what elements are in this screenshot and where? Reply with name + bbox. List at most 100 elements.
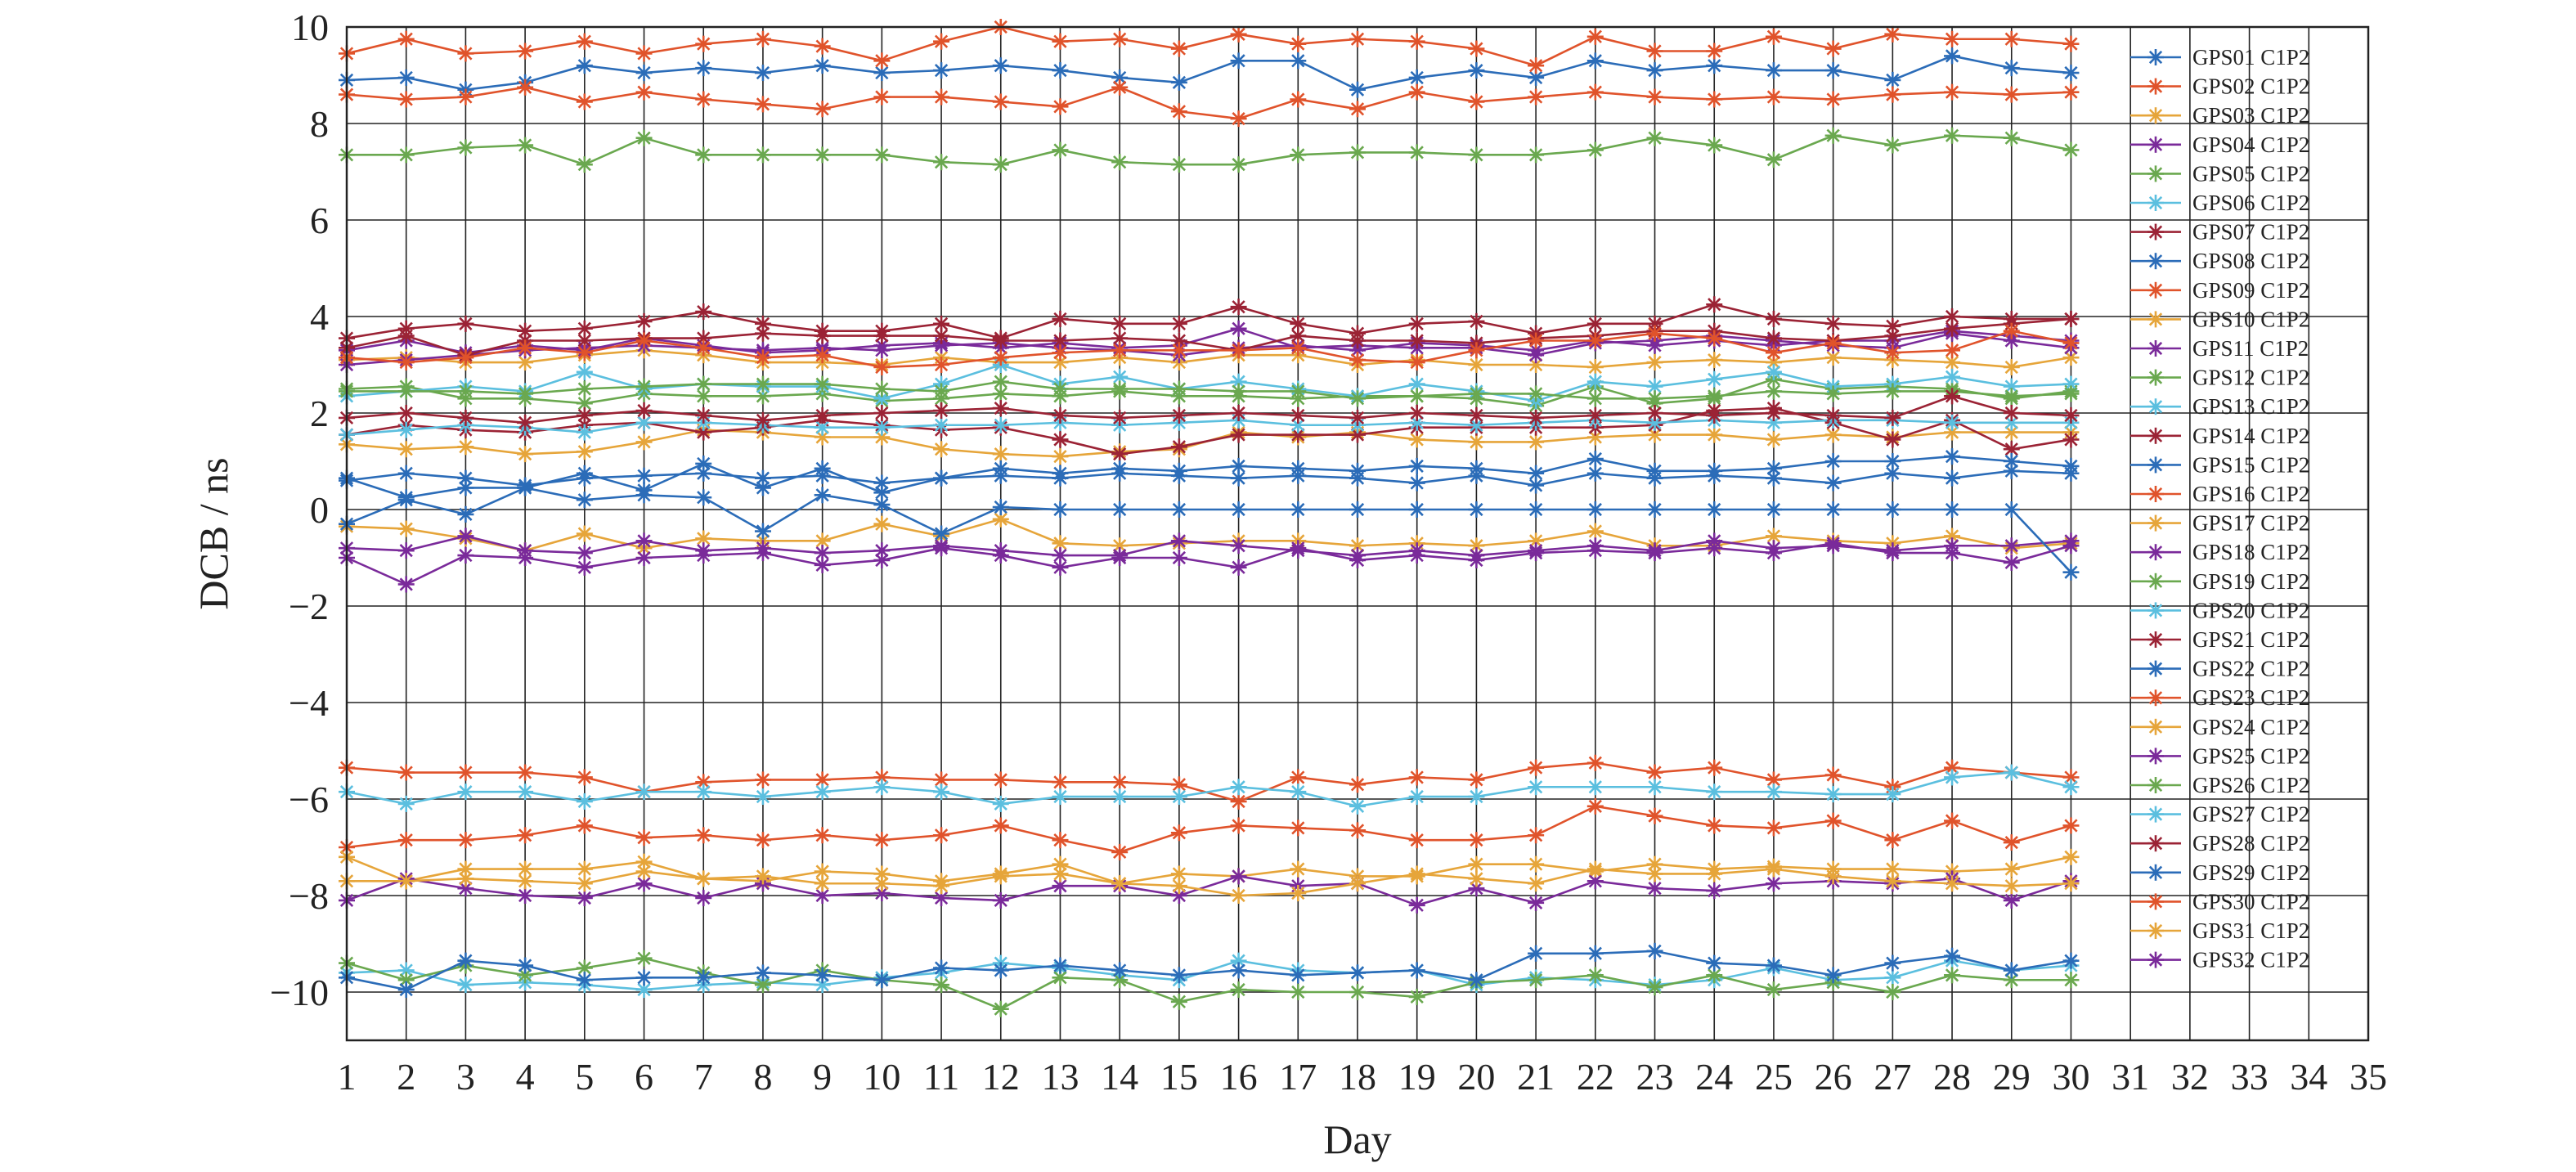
x-tick-label: 19 bbox=[1398, 1056, 1436, 1098]
data-point bbox=[1646, 62, 1663, 79]
data-point bbox=[1052, 448, 1069, 465]
data-point bbox=[635, 487, 653, 504]
legend-label: GPS13 C1P2 bbox=[2192, 394, 2309, 419]
data-point bbox=[1349, 501, 1366, 518]
data-point bbox=[1528, 972, 1545, 989]
data-point bbox=[1468, 93, 1485, 110]
data-point bbox=[2003, 891, 2020, 909]
data-point bbox=[1290, 501, 1307, 518]
data-point bbox=[1646, 354, 1663, 371]
data-point bbox=[992, 373, 1009, 390]
data-point bbox=[1111, 315, 1129, 332]
legend-item: GPS18 C1P2 bbox=[2130, 540, 2309, 564]
x-tick-label: 34 bbox=[2290, 1056, 2327, 1098]
data-point bbox=[2062, 952, 2080, 969]
series-line bbox=[346, 487, 2072, 573]
data-point bbox=[2003, 30, 2020, 47]
data-point bbox=[2003, 60, 2020, 77]
data-point bbox=[933, 977, 950, 994]
data-point bbox=[397, 873, 415, 890]
data-point bbox=[992, 868, 1009, 885]
data-point bbox=[1586, 797, 1604, 815]
legend-marker bbox=[2147, 427, 2164, 444]
legend-marker bbox=[2147, 340, 2164, 357]
data-point bbox=[873, 832, 891, 849]
data-point bbox=[1170, 887, 1187, 904]
data-point bbox=[2062, 35, 2080, 52]
data-point bbox=[1944, 47, 1961, 65]
data-point bbox=[814, 771, 831, 788]
data-point bbox=[1706, 330, 1723, 347]
data-point bbox=[576, 860, 593, 878]
legend-label: GPS03 C1P2 bbox=[2192, 103, 2309, 128]
data-point bbox=[635, 378, 653, 395]
data-point bbox=[1170, 878, 1187, 895]
data-point bbox=[1290, 885, 1307, 902]
x-axis-label: Day bbox=[1323, 1116, 1391, 1162]
series-gps10 bbox=[339, 421, 2080, 465]
data-point bbox=[1349, 797, 1366, 815]
data-point bbox=[457, 528, 474, 545]
data-point bbox=[517, 43, 534, 60]
data-point bbox=[695, 455, 712, 472]
data-point bbox=[1706, 759, 1723, 776]
data-point bbox=[814, 347, 831, 364]
data-point bbox=[1408, 547, 1425, 564]
legend-marker bbox=[2147, 456, 2164, 474]
data-point bbox=[2062, 431, 2080, 448]
data-point bbox=[754, 375, 771, 393]
data-point bbox=[397, 972, 415, 989]
data-point bbox=[1646, 880, 1663, 897]
data-point bbox=[2003, 554, 2020, 571]
data-point bbox=[1111, 875, 1129, 892]
data-point bbox=[576, 817, 593, 834]
data-point bbox=[1230, 793, 1247, 810]
data-point bbox=[576, 33, 593, 50]
data-point bbox=[1528, 827, 1545, 844]
series-gps17 bbox=[339, 510, 2080, 559]
data-point bbox=[1586, 523, 1604, 540]
legend-item: GPS19 C1P2 bbox=[2130, 569, 2309, 594]
data-point bbox=[1528, 88, 1545, 106]
data-point bbox=[754, 411, 771, 429]
data-point bbox=[576, 380, 593, 397]
data-point bbox=[397, 981, 415, 999]
data-point bbox=[1586, 373, 1604, 390]
data-point bbox=[2003, 405, 2020, 421]
data-point bbox=[1706, 540, 1723, 557]
data-point bbox=[1111, 154, 1129, 171]
x-tick-label: 13 bbox=[1041, 1056, 1079, 1098]
plot-area-frame bbox=[345, 25, 2370, 1042]
data-point bbox=[695, 91, 712, 108]
data-point bbox=[1468, 855, 1485, 873]
data-point bbox=[457, 383, 474, 400]
data-point bbox=[992, 400, 1009, 417]
data-point bbox=[1349, 964, 1366, 981]
series-line bbox=[346, 330, 2071, 366]
data-point bbox=[1646, 865, 1663, 882]
series-line bbox=[346, 541, 2071, 586]
data-point bbox=[1586, 542, 1604, 559]
series-gps30 bbox=[339, 322, 2080, 375]
data-point bbox=[517, 860, 534, 878]
data-point bbox=[576, 93, 593, 110]
data-point bbox=[576, 57, 593, 74]
data-point bbox=[1052, 310, 1069, 327]
data-point bbox=[1290, 860, 1307, 878]
data-point bbox=[1944, 769, 1961, 786]
data-point bbox=[1290, 967, 1307, 984]
data-point bbox=[695, 784, 712, 801]
data-point bbox=[695, 60, 712, 77]
data-point bbox=[1824, 868, 1842, 885]
data-point bbox=[1408, 788, 1425, 806]
x-tick-label: 15 bbox=[1160, 1056, 1198, 1098]
data-point bbox=[1586, 945, 1604, 962]
data-point bbox=[873, 405, 891, 421]
data-point bbox=[635, 467, 653, 484]
data-point bbox=[873, 885, 891, 902]
data-point bbox=[1468, 870, 1485, 887]
data-point bbox=[695, 969, 712, 986]
x-tick-label: 8 bbox=[753, 1056, 772, 1098]
data-point bbox=[1290, 784, 1307, 801]
data-point bbox=[1765, 151, 1782, 168]
